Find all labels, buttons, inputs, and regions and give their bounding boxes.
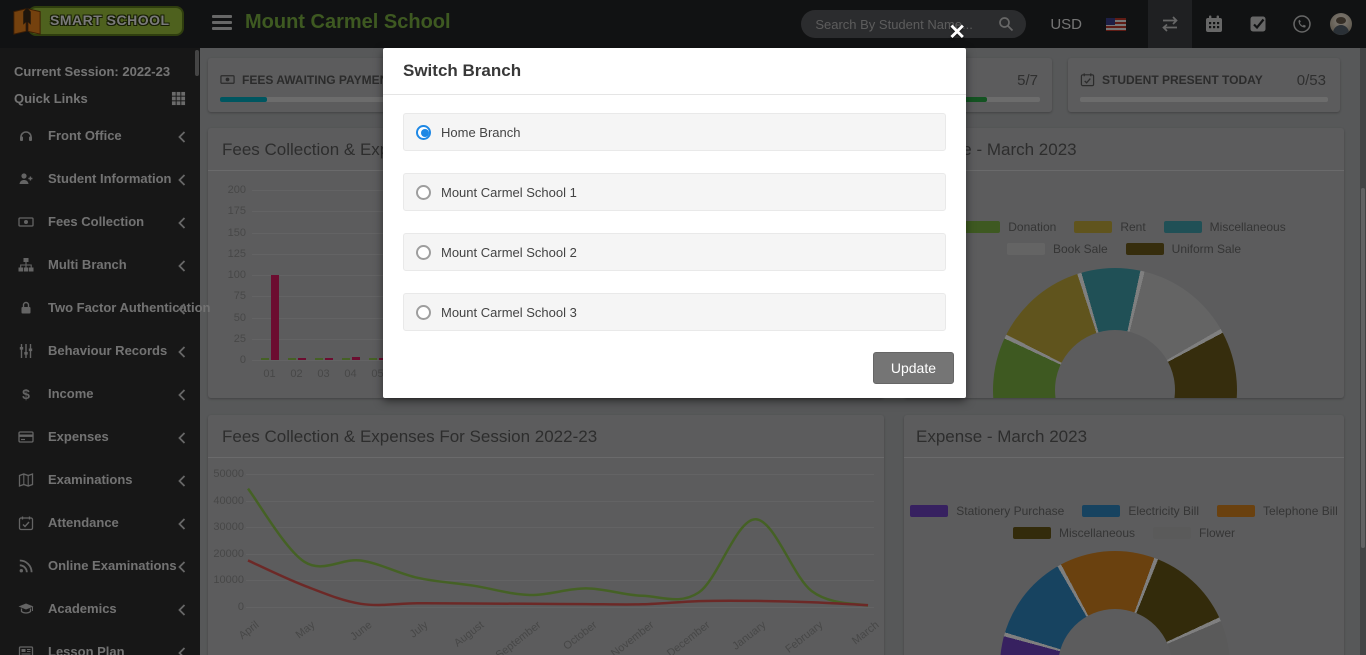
branch-option-mount-carmel-school-3[interactable]: Mount Carmel School 3 <box>403 293 946 331</box>
branch-option-label: Home Branch <box>441 124 521 140</box>
branch-option-home-branch[interactable]: Home Branch <box>403 113 946 151</box>
modal-close-button[interactable]: ✕ <box>948 21 966 44</box>
radio-button[interactable] <box>416 124 431 140</box>
branch-option-mount-carmel-school-1[interactable]: Mount Carmel School 1 <box>403 173 946 211</box>
branch-option-label: Mount Carmel School 2 <box>441 244 577 260</box>
radio-button[interactable] <box>416 304 431 320</box>
modal-title: Switch Branch <box>403 61 522 80</box>
branch-option-label: Mount Carmel School 1 <box>441 184 577 200</box>
switch-branch-modal: ✕ Switch Branch Home Branch Mount Carmel … <box>383 21 966 398</box>
radio-button[interactable] <box>416 184 431 200</box>
update-button[interactable]: Update <box>872 352 954 384</box>
branch-option-label: Mount Carmel School 3 <box>441 304 577 320</box>
radio-button[interactable] <box>416 244 431 260</box>
branch-option-mount-carmel-school-2[interactable]: Mount Carmel School 2 <box>403 233 946 271</box>
branch-options-list: Home Branch Mount Carmel School 1 Mount Ca… <box>383 95 966 331</box>
